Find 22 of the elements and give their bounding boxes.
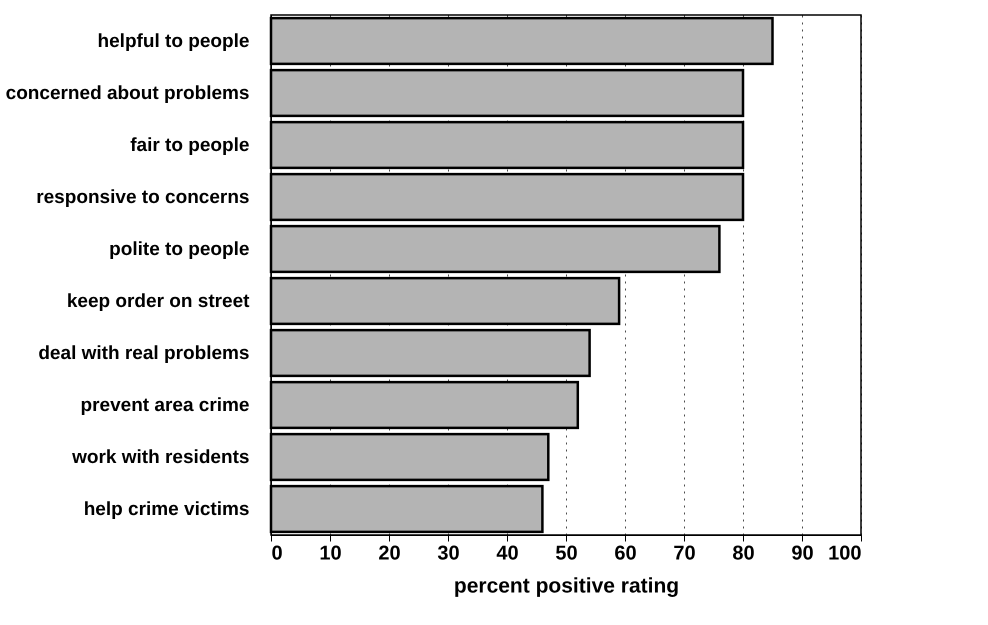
x-tick-label: 70 [673, 542, 696, 564]
y-tick-label: responsive to concerns [36, 187, 250, 208]
y-tick-label: deal with real problems [38, 343, 250, 364]
x-tick-label: 0 [272, 542, 283, 564]
x-tick-label: 50 [555, 542, 578, 564]
x-tick-label: 60 [614, 542, 637, 564]
x-axis-title: percent positive rating [454, 574, 680, 598]
y-tick-label: help crime victims [84, 499, 250, 520]
y-tick-label: keep order on street [66, 291, 250, 312]
y-tick-label: polite to people [109, 239, 250, 260]
x-tick-label: 100 [828, 542, 862, 564]
y-tick-label: work with residents [71, 447, 250, 468]
y-tick-label: concerned about problems [6, 83, 250, 104]
x-tick-label: 20 [378, 542, 401, 564]
y-tick-label: helpful to people [98, 31, 250, 52]
y-tick-label: prevent area crime [80, 395, 250, 416]
x-tick-label: 10 [319, 542, 342, 564]
y-tick-label: fair to people [130, 135, 250, 156]
x-tick-label: 30 [437, 542, 460, 564]
x-tick-label: 40 [496, 542, 519, 564]
x-tick-label: 80 [732, 542, 755, 564]
x-tick-label: 90 [791, 542, 814, 564]
